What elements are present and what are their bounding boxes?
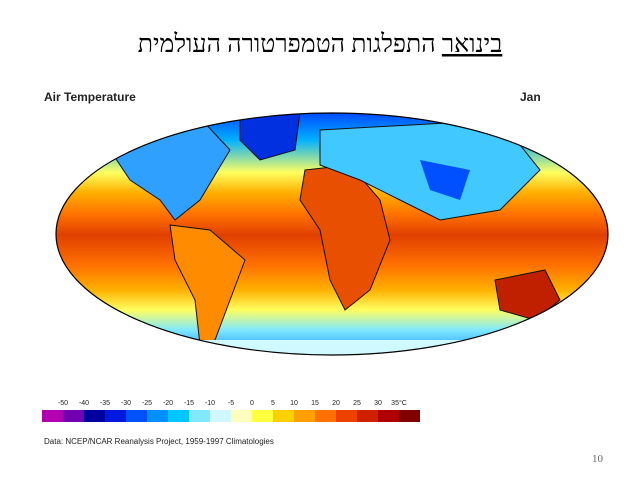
legend-label: 20 xyxy=(332,400,340,407)
legend-swatch xyxy=(168,410,189,422)
legend-swatch xyxy=(378,410,399,422)
slide-title: בינואר התפלגות הטמפרטורה העולמית xyxy=(138,31,503,58)
legend-swatch xyxy=(126,410,147,422)
legend-swatch xyxy=(357,410,378,422)
legend-label: -10 xyxy=(205,400,215,407)
legend-swatch xyxy=(399,410,420,422)
title-text: התפלגות הטמפרטורה העולמית xyxy=(138,31,436,58)
legend-swatch xyxy=(294,410,315,422)
legend-label: 15 xyxy=(311,400,319,407)
legend-label: -20 xyxy=(163,400,173,407)
legend-label: -15 xyxy=(184,400,194,407)
legend-swatch xyxy=(273,410,294,422)
legend-swatch xyxy=(42,410,63,422)
legend-swatch xyxy=(147,410,168,422)
legend-swatch xyxy=(336,410,357,422)
legend-label: -50 xyxy=(58,400,68,407)
map-month: Jan xyxy=(520,90,541,104)
legend-label: -25 xyxy=(142,400,152,407)
legend-swatch xyxy=(210,410,231,422)
legend-label: -5 xyxy=(228,400,234,407)
legend-swatch xyxy=(252,410,273,422)
legend-label: 0 xyxy=(250,400,254,407)
legend-swatch xyxy=(231,410,252,422)
legend-label: -30 xyxy=(121,400,131,407)
legend-swatch xyxy=(84,410,105,422)
legend-label: 5 xyxy=(271,400,275,407)
legend-label: 35°C xyxy=(391,399,407,407)
legend-swatch xyxy=(63,410,84,422)
legend-swatch xyxy=(189,410,210,422)
legend-swatch xyxy=(315,410,336,422)
page-number: 10 xyxy=(592,453,604,465)
title-underlined: בינואר xyxy=(442,31,502,58)
legend-label: 25 xyxy=(353,400,361,407)
source: Data: NCEP/NCAR Reanalysis Project, 1959… xyxy=(44,437,274,446)
color-legend: -50 -40 -35 -30 -25 -20 -15 -10 -5 0 5 10 15 20 25 30 35… xyxy=(42,399,420,422)
legend-label: -35 xyxy=(100,400,110,407)
legend-label: -40 xyxy=(79,400,89,407)
legend-label: 30 xyxy=(374,400,382,407)
legend-label: 10 xyxy=(290,400,298,407)
legend-swatch xyxy=(105,410,126,422)
map-outline xyxy=(55,112,609,356)
map-title: Air Temperature xyxy=(44,90,136,104)
